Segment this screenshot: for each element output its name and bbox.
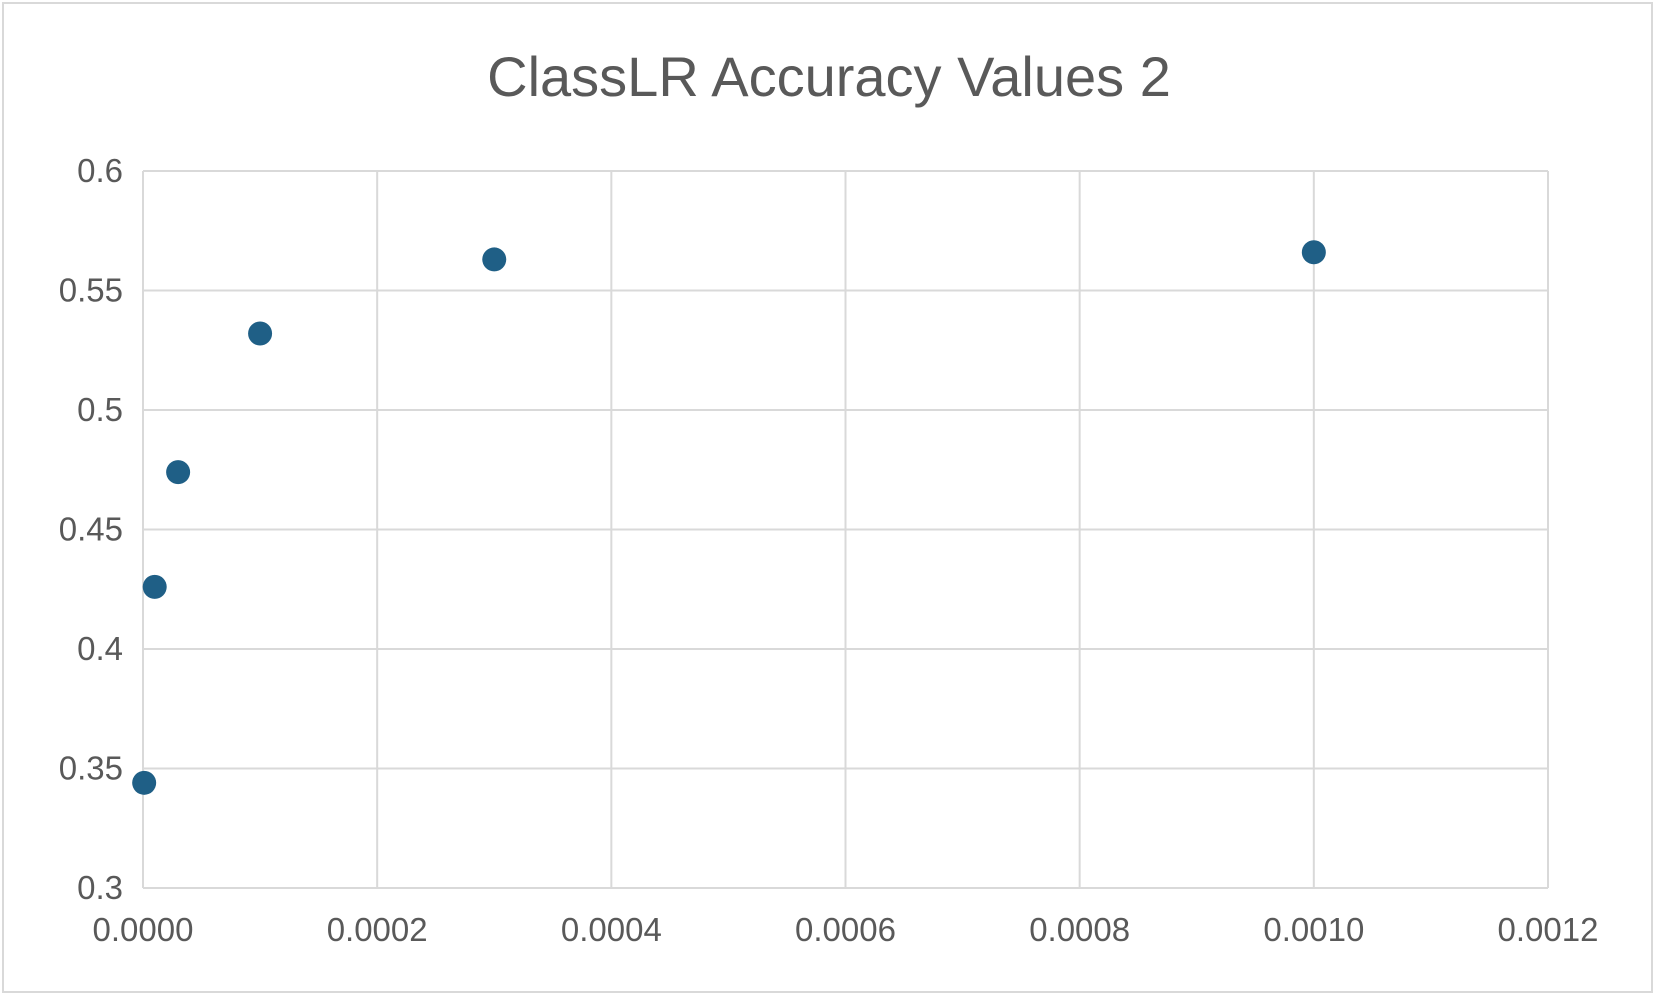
axes	[142, 171, 1548, 889]
data-point	[248, 321, 273, 346]
data-point	[142, 574, 167, 599]
x-tick-label: 0.0002	[327, 911, 428, 948]
x-tick-label: 0.0012	[1498, 911, 1599, 948]
data-point	[132, 770, 157, 795]
x-tick-label: 0.0010	[1263, 911, 1364, 948]
data-point	[482, 247, 507, 272]
data-points	[132, 240, 1326, 795]
x-tick-label: 0.0008	[1029, 911, 1130, 948]
x-tick-label: 0.0004	[561, 911, 662, 948]
y-tick-label: 0.6	[77, 152, 123, 189]
tick-labels: 0.3 0.35 0.4 0.45 0.5 0.55 0.6 0.0000 0.0002 0.00…	[59, 152, 1599, 948]
y-tick-label: 0.3	[77, 869, 123, 906]
x-tick-label: 0.0000	[93, 911, 194, 948]
grid-lines	[143, 170, 1549, 888]
y-tick-label: 0.55	[59, 272, 123, 309]
data-point	[1301, 240, 1326, 265]
data-point	[166, 460, 191, 485]
x-tick-label: 0.0006	[795, 911, 896, 948]
y-tick-label: 0.35	[59, 750, 123, 787]
y-tick-label: 0.45	[59, 511, 123, 548]
y-tick-label: 0.4	[77, 630, 123, 667]
y-tick-label: 0.5	[77, 391, 123, 428]
chart-title: ClassLR Accuracy Values 2	[487, 45, 1171, 108]
